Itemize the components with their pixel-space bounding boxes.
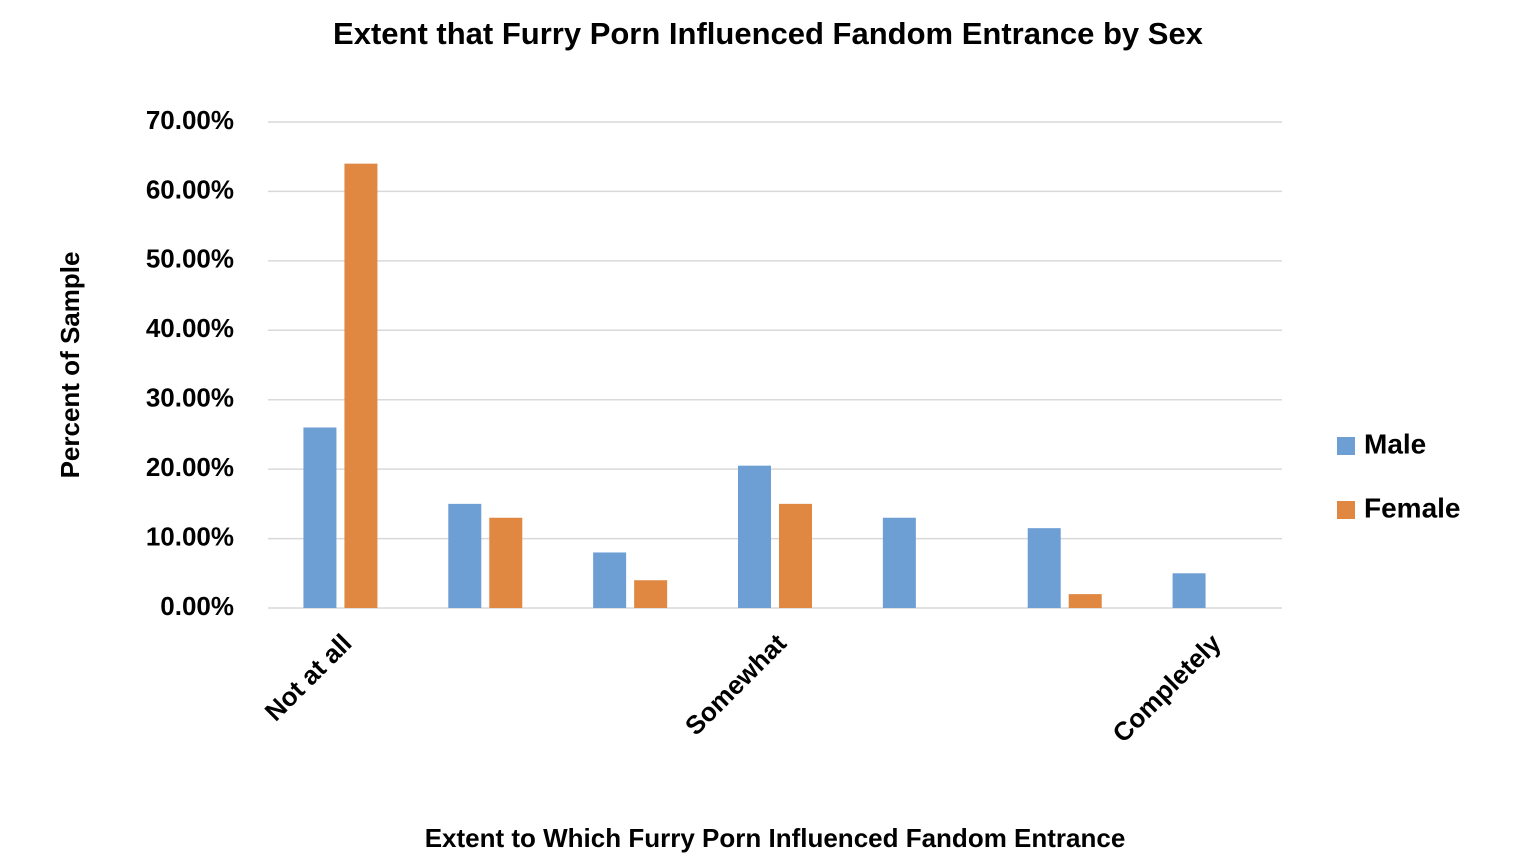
bar bbox=[1027, 528, 1061, 608]
bar bbox=[634, 580, 668, 608]
bar bbox=[489, 517, 523, 608]
x-tick-label: Completely bbox=[1106, 628, 1227, 749]
y-tick-label: 60.00% bbox=[146, 174, 234, 204]
x-tick-label: Not at all bbox=[259, 628, 358, 727]
legend-swatch bbox=[1337, 437, 1355, 455]
bar bbox=[1172, 573, 1206, 608]
y-tick-label: 10.00% bbox=[146, 521, 234, 551]
y-tick-label: 0.00% bbox=[160, 591, 234, 621]
bar bbox=[882, 517, 916, 608]
y-tick-label: 50.00% bbox=[146, 244, 234, 274]
chart-title: Extent that Furry Porn Influenced Fandom… bbox=[333, 16, 1204, 51]
bar bbox=[779, 503, 812, 608]
bar bbox=[448, 503, 482, 608]
legend-swatch bbox=[1337, 501, 1355, 519]
bar bbox=[1068, 594, 1102, 608]
legend-label: Male bbox=[1364, 428, 1426, 459]
x-tick-label: Somewhat bbox=[679, 628, 792, 741]
bar bbox=[593, 552, 627, 608]
y-tick-label: 70.00% bbox=[146, 105, 234, 135]
y-axis-title: Percent of Sample bbox=[55, 252, 85, 479]
y-tick-label: 20.00% bbox=[146, 452, 234, 482]
y-tick-label: 30.00% bbox=[146, 383, 234, 413]
bar bbox=[738, 465, 771, 608]
bar bbox=[344, 163, 378, 608]
legend-label: Female bbox=[1364, 492, 1461, 523]
x-axis-title: Extent to Which Furry Porn Influenced Fa… bbox=[425, 823, 1126, 853]
bar bbox=[303, 427, 337, 608]
y-tick-label: 40.00% bbox=[146, 313, 234, 343]
